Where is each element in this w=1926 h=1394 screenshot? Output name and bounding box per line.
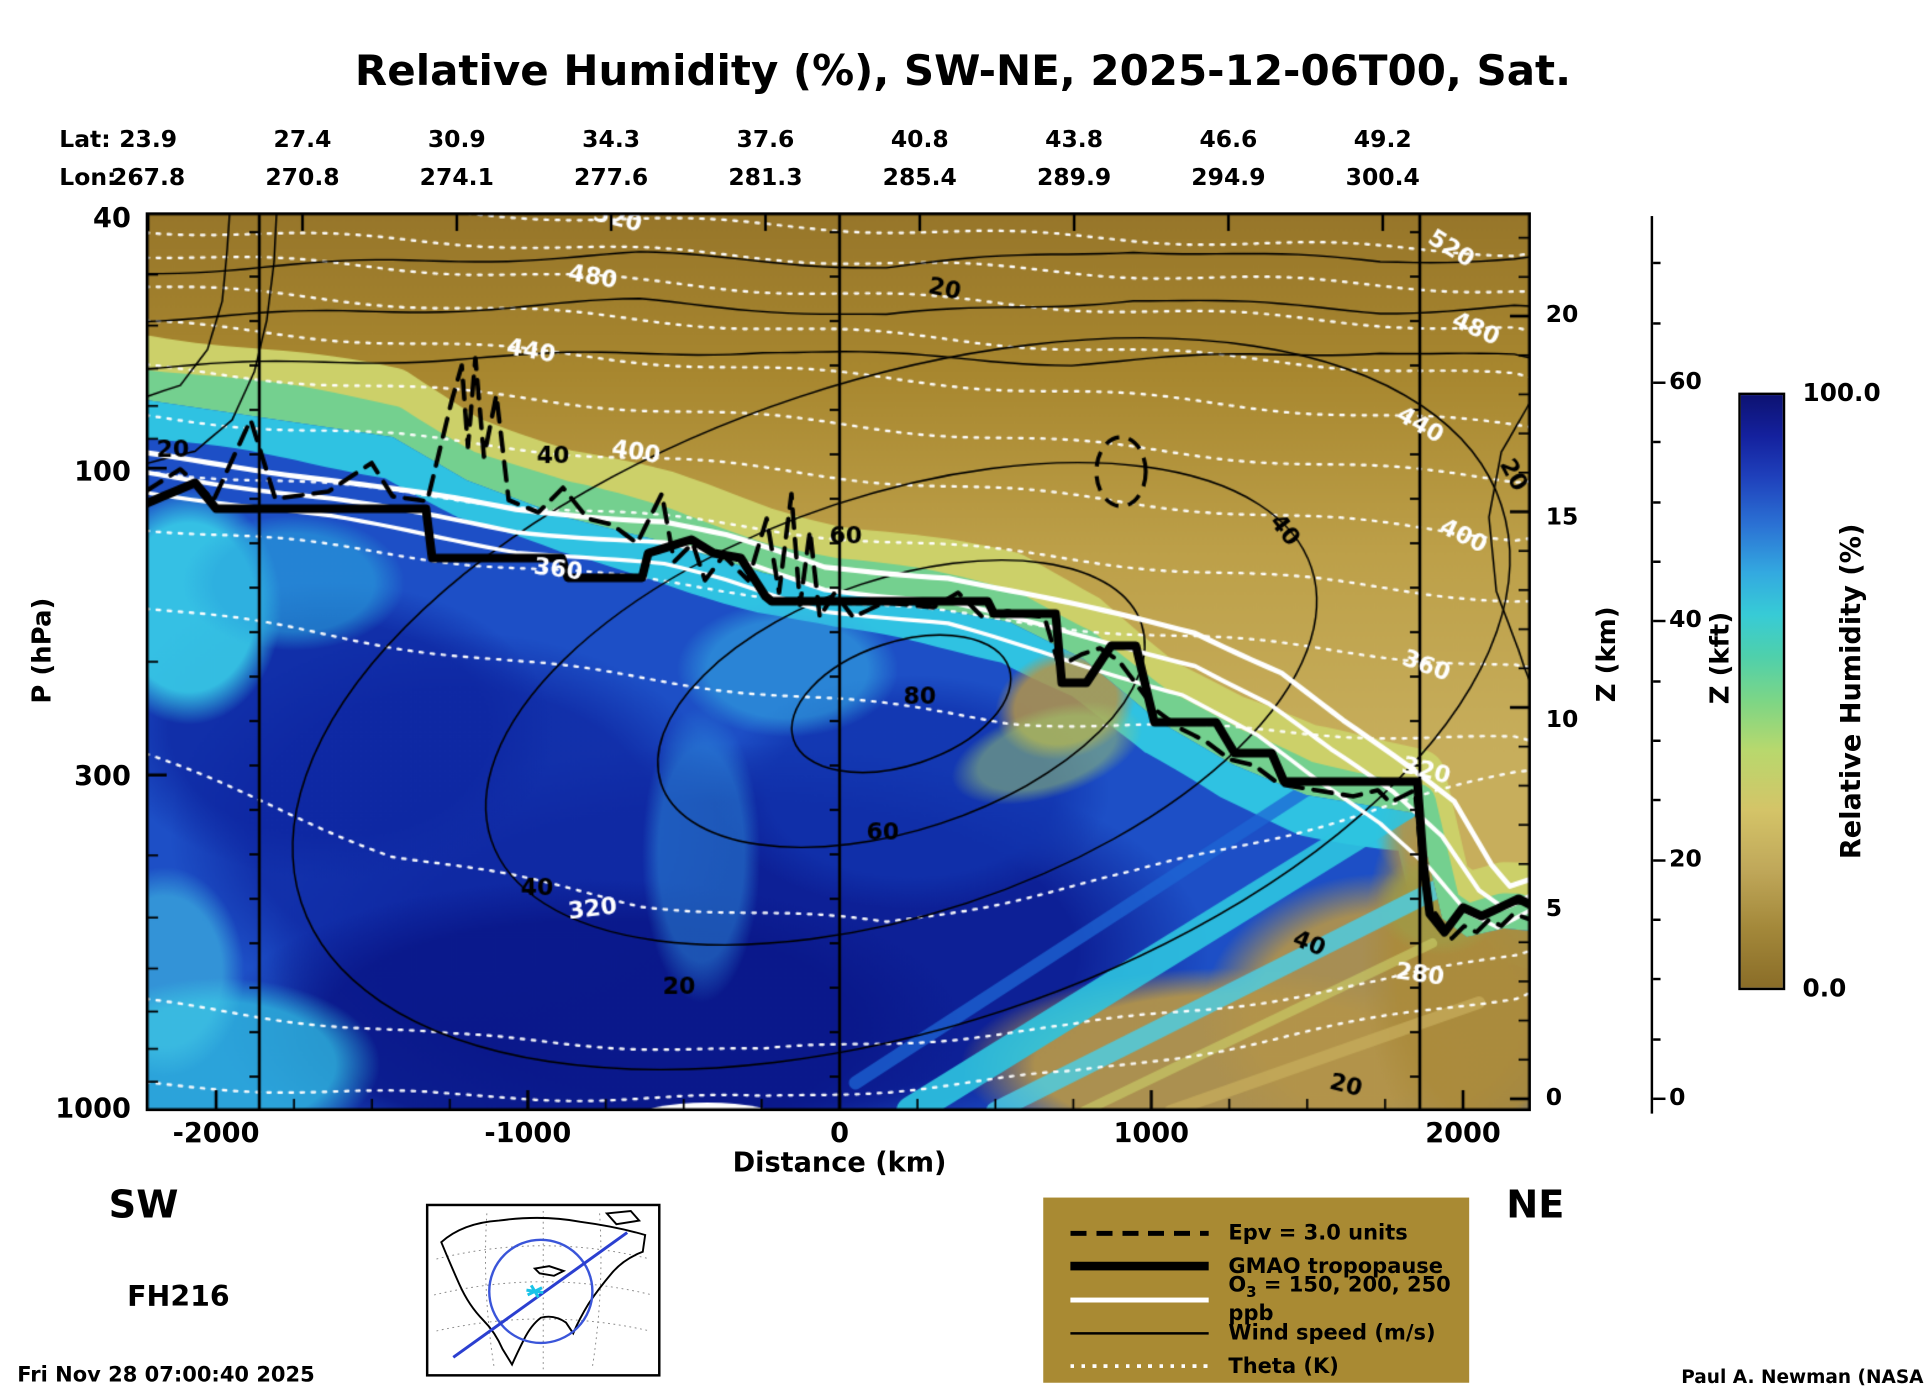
z-km-axis-label: Z (km) [1591, 606, 1622, 703]
legend-line-epv-dashed [1070, 1230, 1209, 1236]
z-km-tick-label: 0 [1545, 1083, 1563, 1112]
x-tick-label: 1000 [1113, 1118, 1190, 1150]
x-tick-label: 2000 [1425, 1118, 1501, 1150]
pressure-tick-label: 100 [74, 456, 131, 488]
creation-timestamp: Fri Nov 28 07:00:40 2025 [17, 1362, 315, 1388]
z-kft-axis-label: Z (kft) [1704, 611, 1735, 705]
lon-value: 285.4 [882, 164, 957, 192]
lat-values-row: 23.9 27.4 30.9 34.3 37.6 40.8 43.8 46.6 49.2 [0, 126, 1926, 156]
map-center-marker [526, 1284, 544, 1299]
z-kft-tick-label: 0 [1669, 1083, 1686, 1112]
lat-value: 46.6 [1199, 125, 1258, 154]
ne-endpoint-label: NE [1506, 1182, 1565, 1228]
legend-label-tropopause: GMAO tropopause [1228, 1253, 1444, 1279]
z-kft-tick [1653, 799, 1661, 802]
z-kft-tick-label: 20 [1669, 845, 1702, 873]
lon-values-row: 267.8 270.8 274.1 277.6 281.3 285.4 289.9 294.9… [0, 164, 1926, 194]
forecast-hour-label: FH216 [127, 1281, 230, 1314]
pressure-tick-label: 300 [74, 761, 131, 793]
z-kft-tick [1653, 978, 1661, 981]
legend-row-ozone: O3 = 150, 200, 250 ppb [1043, 1273, 1469, 1326]
lon-axis-label: Lon: [59, 164, 117, 192]
legend-row-wind: Wind speed (m/s) [1043, 1316, 1469, 1349]
legend-line-tropopause [1070, 1261, 1209, 1271]
lon-value: 294.9 [1191, 164, 1266, 192]
map-transect-line [452, 1231, 629, 1359]
legend-row-epv: Epv = 3.0 units [1043, 1216, 1469, 1249]
z-kft-tick-label: 60 [1669, 367, 1702, 396]
colorbar-title: Relative Humidity (%) [1836, 523, 1868, 860]
ozone-values: = 150, 200, 250 ppb [1228, 1273, 1451, 1326]
z-kft-tick [1653, 560, 1661, 563]
z-kft-tick [1653, 1037, 1661, 1041]
legend-line-wind [1070, 1331, 1209, 1334]
map-transect-circle [488, 1238, 594, 1345]
pressure-axis-label: P (hPa) [27, 597, 57, 704]
ozone-symbol: O [1228, 1273, 1247, 1298]
lon-value: 300.4 [1345, 164, 1420, 192]
legend-label-theta: Theta (K) [1228, 1353, 1339, 1379]
z-kft-tick [1653, 858, 1666, 862]
map-graticule [433, 1211, 653, 1370]
z-kft-tick [1653, 262, 1661, 265]
legend-line-theta [1070, 1364, 1209, 1368]
map-coastline [440, 1209, 647, 1367]
z-kft-tick [1653, 381, 1666, 384]
x-tick-label: -2000 [172, 1118, 260, 1150]
chart-title: Relative Humidity (%), SW-NE, 2025-12-06… [354, 46, 1572, 97]
z-kft-tick [1653, 1097, 1666, 1101]
x-tick-label: -1000 [484, 1118, 572, 1150]
z-kft-tick [1653, 500, 1661, 504]
lat-value: 37.6 [736, 125, 795, 154]
z-kft-tick [1653, 441, 1661, 444]
sw-endpoint-label: SW [108, 1182, 179, 1228]
lon-value: 289.9 [1036, 164, 1112, 192]
lon-value: 267.8 [111, 164, 186, 192]
lat-value: 30.9 [427, 125, 486, 154]
z-kft-tick [1653, 679, 1661, 683]
lon-value: 281.3 [728, 164, 803, 192]
legend-label-ozone: O3 = 150, 200, 250 ppb [1228, 1273, 1469, 1325]
z-kft-tick-label: 40 [1669, 606, 1702, 634]
inset-map [425, 1203, 661, 1377]
pressure-tick-label: 40 [93, 203, 131, 235]
legend-label-epv: Epv = 3.0 units [1228, 1220, 1408, 1246]
legend-line-ozone [1070, 1296, 1209, 1302]
z-kft-tick [1653, 918, 1661, 922]
legend-row-tropopause: GMAO tropopause [1043, 1249, 1469, 1282]
z-kft-tick [1653, 321, 1661, 325]
lat-axis-label: Lat: [59, 125, 111, 154]
z-km-tick-label: 5 [1545, 895, 1563, 923]
z-kft-tick [1653, 620, 1666, 623]
z-kft-tick [1653, 739, 1661, 742]
colorbar-min-label: 0.0 [1802, 972, 1847, 1003]
lat-value: 49.2 [1353, 125, 1412, 154]
lon-value: 274.1 [419, 164, 494, 192]
lat-value: 43.8 [1045, 125, 1104, 154]
z-km-tick-label: 20 [1545, 301, 1579, 329]
ozone-subscript: 3 [1246, 1283, 1257, 1301]
z-km-tick-label: 10 [1545, 706, 1579, 734]
x-tick-label: 0 [830, 1118, 849, 1150]
colorbar-max-label: 100.0 [1802, 377, 1881, 408]
lat-value: 34.3 [582, 125, 641, 154]
colorbar [1738, 392, 1786, 991]
credit-text: Paul A. Newman (NASA [1681, 1365, 1924, 1388]
z-kft-axis-line [1650, 216, 1654, 1114]
lat-value: 23.9 [119, 125, 178, 154]
z-km-tick-label: 15 [1545, 503, 1579, 531]
lat-value: 40.8 [890, 125, 949, 154]
legend: Epv = 3.0 units GMAO tropopause O3 = 150… [1043, 1197, 1470, 1383]
pressure-tick-label: 1000 [55, 1093, 131, 1125]
legend-row-theta: Theta (K) [1043, 1349, 1469, 1382]
lat-value: 27.4 [273, 125, 332, 154]
lon-value: 277.6 [574, 164, 649, 192]
x-axis-label: Distance (km) [732, 1148, 947, 1180]
legend-label-wind: Wind speed (m/s) [1228, 1320, 1436, 1346]
lon-value: 270.8 [265, 164, 340, 192]
cross-section-plot [145, 212, 1531, 1112]
